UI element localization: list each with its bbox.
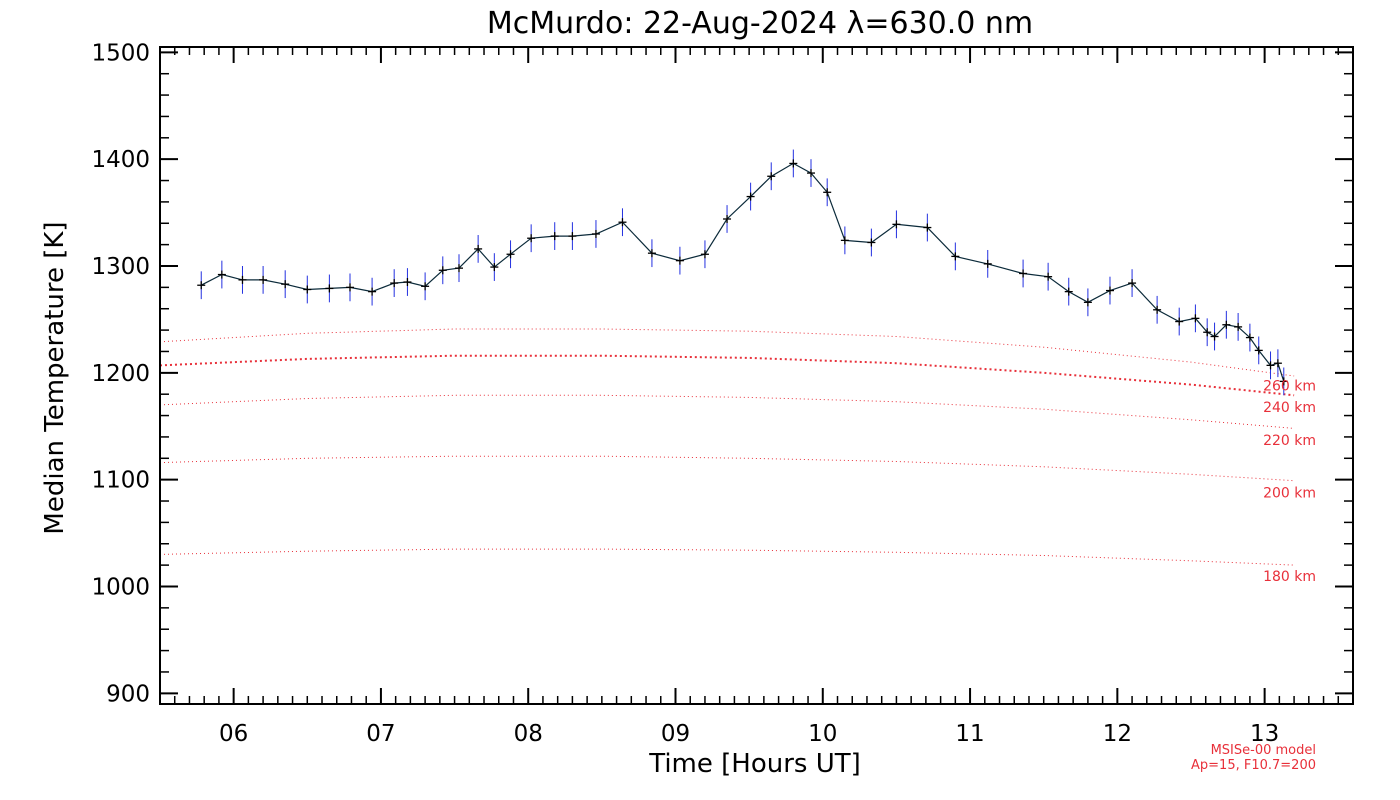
- x-axis-label: Time [Hours UT]: [648, 749, 861, 779]
- data-point: [368, 287, 377, 296]
- data-point: [325, 284, 334, 293]
- data-point: [527, 234, 536, 243]
- data-point: [197, 281, 206, 290]
- data-point: [390, 279, 399, 288]
- data-point: [454, 264, 463, 273]
- data-point: [1044, 272, 1053, 281]
- x-tick-label: 11: [955, 721, 984, 747]
- y-tick-label: 1100: [91, 468, 150, 494]
- data-point: [506, 250, 515, 259]
- y-tick-label: 1200: [91, 361, 150, 387]
- data-point: [591, 229, 600, 238]
- x-tick-label: 08: [514, 721, 543, 747]
- data-point: [403, 278, 412, 287]
- y-axis-label: Median Temperature [K]: [40, 221, 70, 534]
- data-point: [746, 192, 755, 201]
- data-point: [951, 252, 960, 261]
- model-label: 240 km: [1263, 400, 1316, 416]
- x-tick-label: 06: [219, 721, 248, 747]
- y-tick-label: 1300: [91, 254, 150, 280]
- model-curve-200-km: [159, 548, 1295, 566]
- data-point: [723, 214, 732, 223]
- model-note: Ap=15, F10.7=200: [1191, 758, 1316, 773]
- data-point: [1266, 361, 1275, 370]
- data-point: [1273, 359, 1282, 368]
- data-point: [1105, 286, 1114, 295]
- data-point: [1064, 287, 1073, 296]
- data-point: [1175, 317, 1184, 326]
- data-point: [1203, 328, 1212, 337]
- model-label: 220 km: [1263, 433, 1316, 449]
- data-point: [1279, 377, 1288, 386]
- y-tick-label: 1500: [91, 40, 150, 66]
- y-tick-label: 1000: [91, 574, 150, 600]
- model-label: 260 km: [1263, 379, 1316, 395]
- x-tick-label: 09: [661, 721, 690, 747]
- data-series: [197, 149, 1288, 396]
- data-point: [1210, 332, 1219, 341]
- data-point: [550, 232, 559, 241]
- data-point: [1083, 298, 1092, 307]
- data-point: [675, 256, 684, 265]
- data-point: [281, 280, 290, 289]
- data-point: [647, 249, 656, 258]
- data-point: [238, 275, 247, 284]
- data-point: [1254, 346, 1263, 355]
- series-line: [200, 162, 1285, 382]
- data-point: [983, 259, 992, 268]
- model-label: 200 km: [1263, 485, 1316, 501]
- axes: 06 07 08 09 10 11 12 13 900 1000 1100 1200 1300 1400 1…: [91, 40, 1354, 747]
- data-point: [490, 263, 499, 272]
- data-point: [1234, 322, 1243, 331]
- x-tick-label: 13: [1250, 721, 1279, 747]
- data-point: [767, 172, 776, 181]
- x-tick-label: 12: [1103, 721, 1132, 747]
- data-point: [923, 223, 932, 232]
- data-point: [806, 169, 815, 178]
- y-tick-label: 1400: [91, 147, 150, 173]
- data-point: [421, 282, 430, 291]
- data-point: [1245, 333, 1254, 342]
- model-curves: [159, 328, 1295, 566]
- x-tick-label: 10: [808, 721, 837, 747]
- model-labels: 260 km 240 km 220 km 200 km 180 km MSISe-00 m…: [1191, 379, 1316, 773]
- model-label: 180 km: [1263, 569, 1316, 585]
- data-point: [840, 236, 849, 245]
- data-point: [618, 218, 627, 227]
- plot-frame: [159, 46, 1354, 705]
- data-point: [823, 188, 832, 197]
- model-curve-220-km: [159, 455, 1295, 482]
- y-tick-label: 900: [106, 681, 150, 707]
- model-curve-240-km: [159, 394, 1295, 429]
- model-curve-260-km: [159, 328, 1295, 377]
- data-point: [438, 266, 447, 275]
- data-point: [217, 270, 226, 279]
- data-point: [1191, 314, 1200, 323]
- data-point: [1019, 269, 1028, 278]
- model-note: MSISe-00 model: [1211, 743, 1316, 758]
- data-point: [345, 283, 354, 292]
- chart-title: McMurdo: 22-Aug-2024 λ=630.0 nm: [487, 6, 1033, 41]
- data-point: [892, 220, 901, 229]
- data-point: [1128, 279, 1137, 288]
- data-point: [700, 250, 709, 259]
- model-curve-250-km: [159, 354, 1295, 397]
- data-point: [789, 159, 798, 168]
- x-tick-label: 07: [366, 721, 395, 747]
- data-point: [568, 232, 577, 241]
- data-point: [1153, 305, 1162, 314]
- data-point: [867, 238, 876, 247]
- data-point: [303, 285, 312, 294]
- data-point: [1222, 320, 1231, 329]
- data-point: [259, 275, 268, 284]
- data-point: [474, 244, 483, 253]
